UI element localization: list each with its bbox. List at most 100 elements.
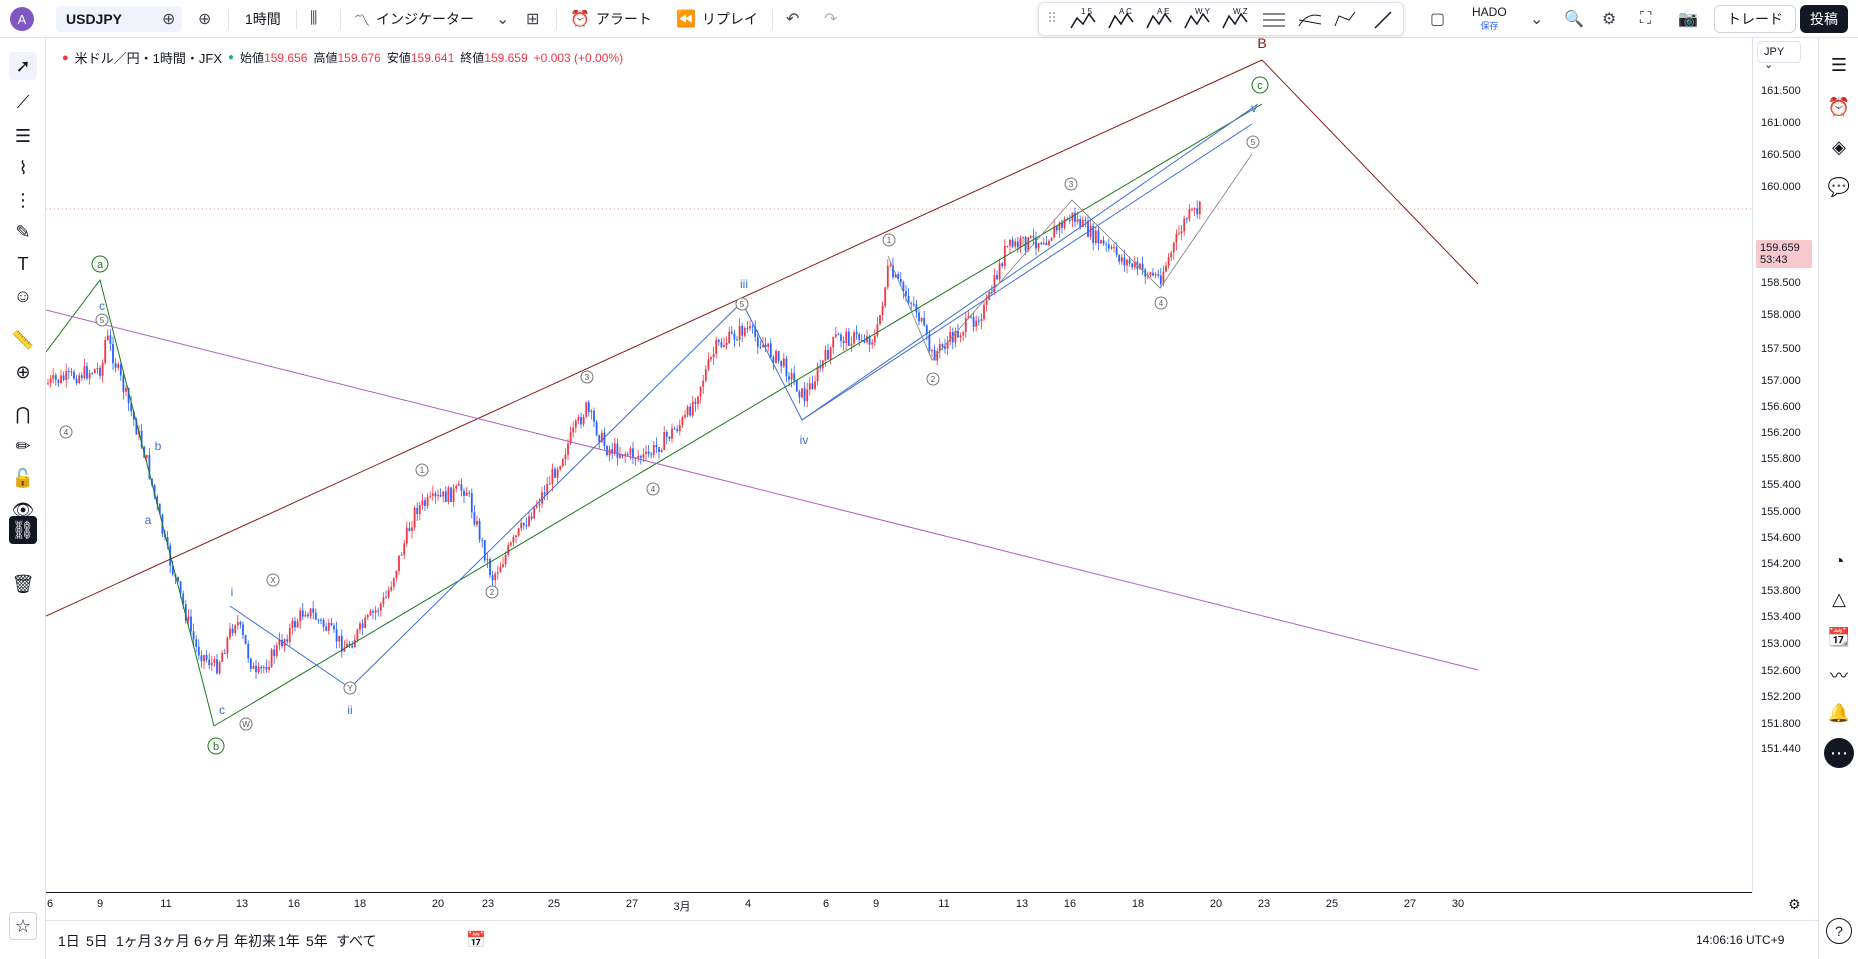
brown-channel-line[interactable] [46,59,1263,617]
alerts-clock-icon[interactable]: ⏰ [1827,96,1851,117]
text-icon[interactable]: T [17,253,29,274]
wave-tool-ac[interactable] [1108,12,1134,29]
range-button[interactable]: 1年 [278,933,300,949]
layers-icon[interactable]: ◈ [1832,136,1846,157]
trend-line-tool-icon[interactable] [1371,8,1395,32]
templates-icon[interactable]: ⊞ [526,11,540,28]
range-button[interactable]: 5日 [86,933,108,949]
emoji-icon[interactable]: ☺ [13,285,33,306]
candle-body [145,454,148,458]
candle-body [1089,225,1092,237]
zoom-in-icon[interactable]: ⊕ [15,361,31,382]
currency-selector[interactable]: JPY ⌄ [1757,41,1801,71]
apps-grid-icon[interactable]: ⋯ [1824,738,1854,768]
add-symbol-icon[interactable]: ⊕ [198,11,212,28]
purple-trend-line[interactable] [46,309,1479,671]
forecast-icon[interactable]: ⋮ [14,189,32,210]
chart-area[interactable]: B a b c iii iv v i ii c b a c 4 5 1 2 3 4 5 X W Y… [46,38,1752,892]
range-button[interactable]: 1日 [58,933,80,949]
notifications-bell-icon[interactable]: 🔔 [1827,702,1851,723]
alert-button[interactable]: ⏰ アラート [570,7,652,31]
candle-body [489,559,491,576]
range-button[interactable]: 3ヶ月 [154,933,190,949]
candle-body [660,449,663,452]
brush-icon[interactable]: ✎ [15,221,31,242]
svg-text:c: c [1257,80,1263,92]
calendar-goto-icon[interactable]: 📅 [466,932,486,949]
replay-button[interactable]: ⏪ リプレイ [676,7,758,31]
candle-body [158,504,161,515]
wave-tool-wz[interactable] [1222,12,1248,29]
interval-button[interactable]: 1時間 [245,11,281,27]
lock-icon[interactable]: 🔓 [11,467,35,488]
candle-body [252,665,255,669]
time-tick-label: 13 [1015,898,1029,910]
speedometer-icon[interactable]: ◔ [1833,550,1845,571]
quick-search-icon[interactable]: 🔍 [1564,11,1584,28]
chart-type-icon[interactable]: ⫼ [310,10,318,27]
time-axis[interactable]: 6 9 11 13 16 18 20 23 25 27 3月 4 6 9 11 13 16 18 20 23 25 27 3… [46,892,1801,916]
price-scale[interactable]: JPY ⌄ 161.500161.000160.500160.000159.00… [1752,38,1818,892]
brown-projection-line[interactable] [1261,59,1479,285]
layout-dropdown-icon[interactable]: ⌄ [1530,11,1544,28]
trade-button[interactable]: トレード [1714,5,1796,33]
green-channel-line[interactable] [213,103,1263,727]
fib-retracement-icon[interactable]: ☰ [14,125,32,146]
chat-icon[interactable]: 💬 [1827,176,1851,197]
wave-tool-15[interactable] [1070,12,1096,29]
symbol-search[interactable]: USDJPY [56,6,182,32]
candle-body [840,334,842,341]
legend-title[interactable]: 米ドル／円・1時間・JFX [74,51,222,66]
channel-tool-icon[interactable] [1263,13,1285,27]
candle-body [213,659,216,663]
user-avatar[interactable]: A [10,7,34,31]
watchlist-icon[interactable]: ☰ [1830,54,1848,75]
fullscreen-icon[interactable]: ⛶ [1640,10,1652,27]
indicators-dropdown-icon[interactable]: ⌄ [496,11,510,28]
blue-channel-line[interactable] [801,123,1253,421]
candle-body [1157,274,1160,276]
range-button[interactable]: 1ヶ月 [116,933,152,949]
link-icon[interactable]: ⛓ [9,516,37,544]
trend-line-icon[interactable]: ⟋ [16,91,30,112]
cursor-icon[interactable]: ➚ [9,52,37,80]
candle-body [650,453,653,455]
signal-icon[interactable]: 〰 [1830,666,1848,686]
undo-icon[interactable]: ↶ [786,11,800,28]
camera-icon[interactable]: 📷 [1678,11,1698,28]
drag-handle-icon[interactable]: ⠿ [1047,10,1058,26]
rectangle-icon[interactable]: ▢ [1430,11,1446,28]
wave-tool-ae[interactable] [1146,12,1172,29]
range-button[interactable]: 5年 [306,933,328,949]
redo-icon[interactable]: ↷ [824,11,838,28]
eye-icon[interactable]: 👁 [11,499,35,520]
pencil-lock-icon[interactable]: ✏ [15,435,31,456]
help-icon[interactable]: ? [1826,918,1852,944]
magnet-icon[interactable]: ⋂ [15,403,31,424]
wave-tool-wy[interactable] [1184,12,1210,29]
publish-button[interactable]: 投稿 [1800,5,1848,33]
layout-name[interactable]: HADO 保存 [1472,5,1507,31]
polyline-tool-icon[interactable] [1334,11,1356,27]
pitchfork-tool-icon[interactable] [1298,14,1322,27]
green-abc-wave[interactable] [46,278,215,727]
price-tick-label: 154.600 [1761,532,1801,544]
range-button[interactable]: 年初来 [234,933,276,949]
favorites-star-icon[interactable]: ☆ [9,912,37,940]
clock-timezone[interactable]: 14:06:16 UTC+9 [1696,933,1785,947]
pattern-icon[interactable]: ⌇ [18,157,28,178]
ruler-icon[interactable]: 📏 [11,329,35,350]
ideas-icon[interactable]: △ [1832,588,1846,609]
calendar-icon[interactable]: 📆 [1827,626,1851,647]
range-button[interactable]: 6ヶ月 [194,933,230,949]
trash-icon[interactable]: 🗑 [11,573,35,594]
settings-gear-icon[interactable]: ⚙ [1602,11,1617,28]
indicators-button[interactable]: 〽インジケーター [354,7,474,31]
candle-body [203,655,205,662]
range-button[interactable]: すべて [336,933,377,949]
axis-settings-icon[interactable]: ⚙ [1788,896,1801,912]
compare-icon[interactable]: ⊕ [162,11,176,28]
wave-circle-label: 3 [585,373,590,382]
grey-sub-wave[interactable] [887,153,1253,361]
price-chart-svg[interactable]: B a b c iii iv v i ii c b a c 4 5 1 2 3 4 5 X W Y… [46,38,1752,892]
